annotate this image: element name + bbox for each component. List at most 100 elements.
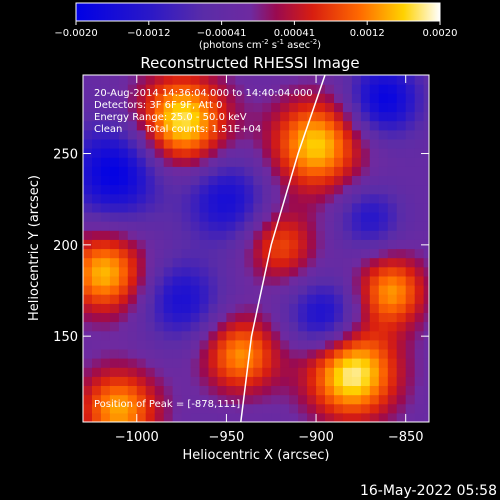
heatmap-cell bbox=[199, 148, 210, 158]
heatmap-cell bbox=[325, 394, 335, 405]
heatmap-cell bbox=[262, 93, 272, 103]
heatmap-cell bbox=[127, 120, 138, 131]
heatmap-cell bbox=[423, 102, 429, 113]
heatmap-cell bbox=[342, 175, 353, 186]
heatmap-cell bbox=[262, 367, 272, 377]
heatmap-cell bbox=[145, 312, 156, 323]
heatmap-cell bbox=[307, 248, 317, 259]
heatmap-cell bbox=[351, 193, 362, 204]
heatmap-cell bbox=[423, 348, 429, 359]
heatmap-cell bbox=[208, 339, 219, 350]
heatmap-cell bbox=[190, 348, 201, 359]
heatmap-cell bbox=[199, 202, 210, 213]
heatmap-cell bbox=[244, 330, 254, 341]
heatmap-cell bbox=[262, 102, 272, 113]
heatmap-cell bbox=[154, 212, 165, 222]
heatmap-cell bbox=[199, 230, 210, 240]
heatmap-cell bbox=[181, 230, 192, 240]
heatmap-cell bbox=[298, 175, 308, 186]
heatmap-cell bbox=[181, 275, 192, 286]
heatmap-cell bbox=[163, 248, 174, 259]
heatmap-cell bbox=[163, 321, 174, 332]
heatmap-cell bbox=[145, 212, 156, 222]
heatmap-cell bbox=[378, 412, 389, 422]
heatmap-cell bbox=[342, 376, 353, 386]
heatmap-cell bbox=[396, 202, 407, 213]
heatmap-cell bbox=[387, 403, 398, 414]
heatmap-cell bbox=[414, 84, 425, 94]
heatmap-cell bbox=[190, 166, 201, 176]
heatmap-cell bbox=[271, 230, 281, 240]
heatmap-cell bbox=[369, 102, 380, 113]
heatmap-cell bbox=[172, 84, 183, 94]
heatmap-cell bbox=[360, 339, 371, 350]
heatmap-cell bbox=[387, 157, 398, 167]
heatmap-cell bbox=[271, 339, 281, 350]
y-axis-label: Heliocentric Y (arcsec) bbox=[27, 175, 42, 321]
heatmap-cell bbox=[109, 193, 120, 204]
heatmap-cell bbox=[226, 266, 236, 277]
heatmap-cell bbox=[360, 303, 371, 313]
heatmap-cell bbox=[280, 321, 290, 332]
heatmap-cell bbox=[423, 285, 429, 295]
heatmap-cell bbox=[423, 202, 429, 213]
heatmap-cell bbox=[118, 84, 129, 94]
heatmap-cell bbox=[235, 385, 245, 396]
heatmap-cell bbox=[100, 358, 111, 368]
heatmap-cell bbox=[414, 339, 425, 350]
heatmap-cell bbox=[387, 412, 398, 422]
heatmap-cell bbox=[378, 239, 389, 250]
heatmap-cell bbox=[360, 330, 371, 341]
heatmap-cell bbox=[154, 202, 165, 213]
heatmap-cell bbox=[262, 312, 272, 323]
heatmap-cell bbox=[289, 138, 299, 149]
heatmap-cell bbox=[262, 385, 272, 396]
heatmap-cell bbox=[271, 285, 281, 295]
heatmap-cell bbox=[334, 111, 344, 122]
heatmap-cell bbox=[83, 102, 93, 113]
heatmap-cell bbox=[342, 303, 353, 313]
heatmap-cell bbox=[289, 193, 299, 204]
heatmap-cell bbox=[127, 385, 138, 396]
heatmap-cell bbox=[136, 75, 147, 85]
heatmap-cell bbox=[360, 193, 371, 204]
heatmap-cell bbox=[136, 212, 147, 222]
heatmap-cell bbox=[405, 175, 416, 186]
heatmap-cell bbox=[244, 202, 254, 213]
heatmap-cell bbox=[298, 403, 308, 414]
heatmap-cell bbox=[334, 376, 344, 386]
heatmap-cell bbox=[253, 120, 263, 131]
heatmap-cell bbox=[127, 321, 138, 332]
heatmap-cell bbox=[190, 75, 201, 85]
heatmap-cell bbox=[396, 339, 407, 350]
heatmap-cell bbox=[100, 321, 111, 332]
heatmap-cell bbox=[342, 157, 353, 167]
heatmap-cell bbox=[378, 202, 389, 213]
heatmap-cell bbox=[163, 312, 174, 323]
heatmap-cell bbox=[190, 330, 201, 341]
heatmap-cell bbox=[351, 239, 362, 250]
heatmap-cell bbox=[387, 84, 398, 94]
heatmap-cell bbox=[280, 102, 290, 113]
heatmap-cell bbox=[136, 184, 147, 195]
heatmap-cell bbox=[414, 412, 425, 422]
heatmap-cell bbox=[145, 157, 156, 167]
heatmap-cell bbox=[289, 166, 299, 176]
heatmap-cell bbox=[280, 348, 290, 359]
heatmap-cell bbox=[136, 294, 147, 304]
heatmap-cell bbox=[351, 111, 362, 122]
heatmap-cell bbox=[145, 129, 156, 140]
heatmap-cell bbox=[280, 202, 290, 213]
heatmap-cell bbox=[369, 84, 380, 94]
heatmap-cell bbox=[351, 330, 362, 341]
colorbar-tick-label: −0.00041 bbox=[197, 28, 247, 39]
heatmap-cell bbox=[423, 93, 429, 103]
heatmap-cell bbox=[226, 175, 236, 186]
heatmap-cell bbox=[208, 202, 219, 213]
heatmap-cell bbox=[217, 221, 228, 231]
heatmap-cell bbox=[163, 275, 174, 286]
heatmap-cell bbox=[181, 394, 192, 405]
heatmap-cell bbox=[226, 111, 236, 122]
heatmap-cell bbox=[423, 394, 429, 405]
heatmap-cell bbox=[154, 129, 165, 140]
